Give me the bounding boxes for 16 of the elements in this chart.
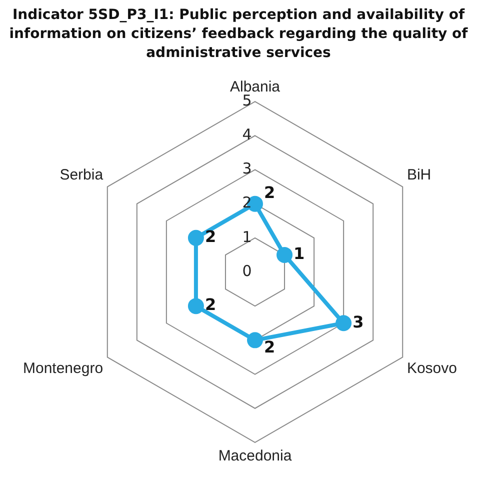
y-tick-label: 1 xyxy=(242,228,252,246)
spoke-label: Montenegro xyxy=(22,360,104,377)
data-label: 3 xyxy=(352,312,364,332)
spoke-label: Kosovo xyxy=(406,360,457,377)
y-tick-label: 0 xyxy=(242,262,252,280)
spoke-label: Macedonia xyxy=(218,448,292,465)
data-label: 1 xyxy=(294,244,305,264)
chart-title: Indicator 5SD_P3_I1: Public perception and availability of information on citizens’ feedback regarding the quality of administrative services xyxy=(8,6,468,63)
data-label: 2 xyxy=(264,337,276,356)
data-label: 2 xyxy=(264,182,276,202)
y-tick-label: 3 xyxy=(242,160,252,178)
data-label: 2 xyxy=(204,295,216,314)
y-tick-label: 4 xyxy=(242,126,252,144)
spoke-label: BiH xyxy=(406,166,432,184)
spoke-label: Serbia xyxy=(60,166,104,184)
data-label: 2 xyxy=(204,227,216,246)
